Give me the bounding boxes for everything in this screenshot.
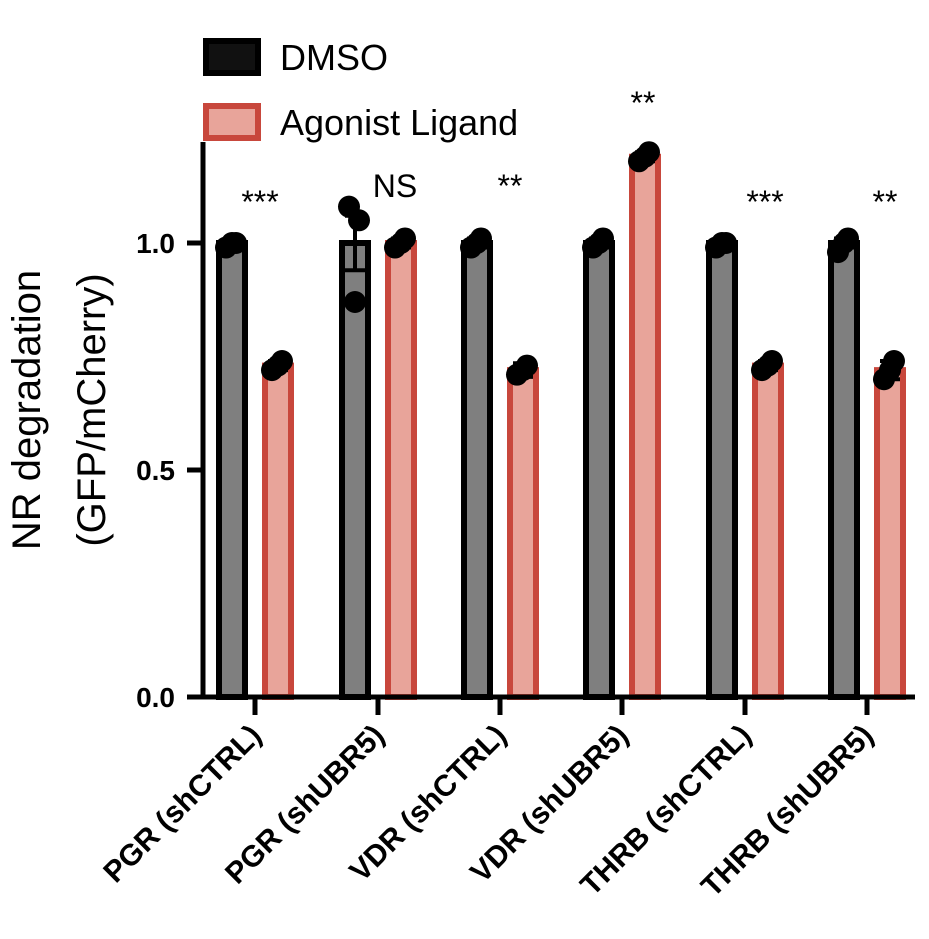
significance-label-5: ** — [873, 184, 898, 220]
significance-label-0: *** — [241, 184, 278, 220]
y-tick-label-2: 1.0 — [136, 228, 175, 259]
data-point-1-4-2 — [757, 354, 779, 377]
data-point-0-1-1 — [348, 209, 370, 232]
y-tick-label-1: 0.5 — [136, 455, 175, 486]
y-axis-title-line-1: NR degradation — [5, 270, 49, 550]
data-point-0-2-2 — [466, 232, 488, 254]
bar-dmso-5 — [828, 240, 860, 700]
y-axis-title-line-2: (GFP/mCherry) — [70, 273, 114, 546]
bar-agonist-3 — [629, 153, 661, 701]
data-point-0-3-2 — [588, 232, 610, 254]
bar-agonist-5 — [874, 367, 906, 700]
data-point-1-0-2 — [267, 354, 289, 377]
significance-label-2: ** — [498, 168, 523, 204]
significance-label-4: *** — [746, 184, 783, 220]
legend-label-agonist: Agonist Ligand — [280, 102, 518, 143]
bar-dmso-0 — [216, 240, 248, 700]
significance-label-1: NS — [373, 168, 417, 204]
data-point-0-1-2 — [344, 291, 366, 314]
legend-swatch-agonist — [203, 103, 261, 141]
data-point-1-3-2 — [634, 145, 656, 168]
y-tick-label-0: 0.0 — [136, 682, 175, 713]
bar-dmso-4 — [706, 240, 738, 700]
legend-swatch-dmso — [203, 38, 261, 76]
data-point-1-5-2 — [879, 359, 901, 382]
data-point-0-4-2 — [711, 232, 733, 254]
data-point-0-0-2 — [221, 232, 243, 254]
data-point-1-1-2 — [390, 232, 412, 254]
bar-agonist-4 — [752, 362, 784, 700]
significance-label-3: ** — [631, 85, 656, 121]
bar-agonist-0 — [262, 362, 294, 700]
bar-agonist-1 — [385, 240, 417, 700]
legend-label-dmso: DMSO — [280, 37, 388, 78]
data-point-1-2-2 — [512, 359, 534, 382]
data-point-0-5-2 — [833, 232, 855, 254]
bar-agonist-2 — [507, 367, 539, 700]
bar-dmso-3 — [583, 240, 615, 700]
bar-dmso-2 — [461, 240, 493, 700]
